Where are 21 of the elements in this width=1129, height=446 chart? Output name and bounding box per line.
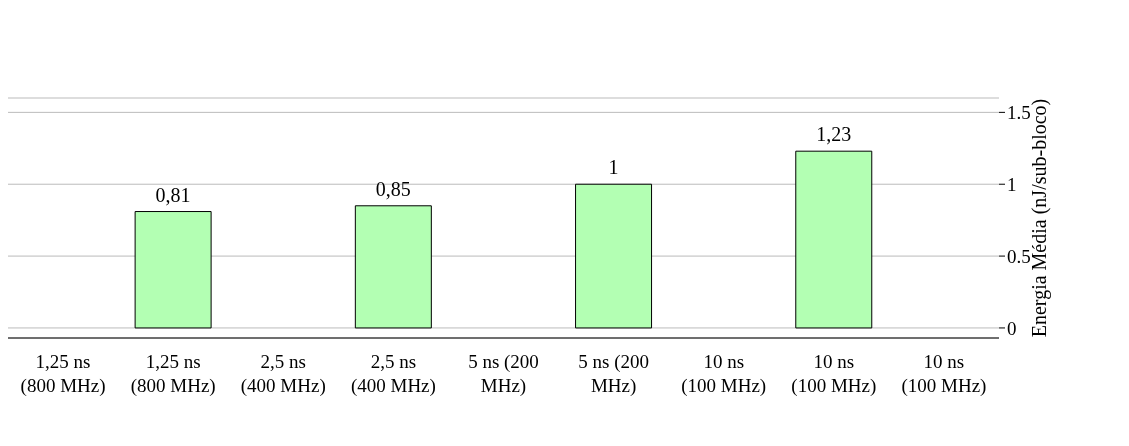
x-tick-label: 10 ns (100 MHz) (681, 351, 767, 397)
data-label: 0,85 (375, 177, 411, 200)
x-tick-label: 1,25 ns (800 MHz) (20, 351, 106, 397)
y-tick-label: 0 (1007, 317, 1017, 339)
data-label: 1,23 (816, 123, 852, 146)
bar (795, 150, 873, 329)
bar (134, 211, 212, 329)
y-tick-label: 1.5 (1007, 102, 1031, 124)
y-tick-label: 0.5 (1007, 245, 1031, 267)
bar (354, 205, 432, 329)
x-tick-label: 10 ns (100 MHz) (791, 351, 877, 397)
x-tick-label: 1,25 ns (800 MHz) (130, 351, 216, 397)
y-tick-label: 1 (1007, 173, 1017, 195)
x-tick-label: 5 ns (200 MHz) (578, 351, 649, 397)
x-tick-label: 5 ns (200 MHz) (468, 351, 539, 397)
x-tick-label: 10 ns (100 MHz) (901, 351, 987, 397)
data-label: 0,81 (155, 183, 191, 206)
x-tick-label: 2,5 ns (400 MHz) (240, 351, 326, 397)
data-label: 1 (608, 156, 619, 179)
x-tick-label: 2,5 ns (400 MHz) (350, 351, 436, 397)
bar (575, 183, 653, 329)
